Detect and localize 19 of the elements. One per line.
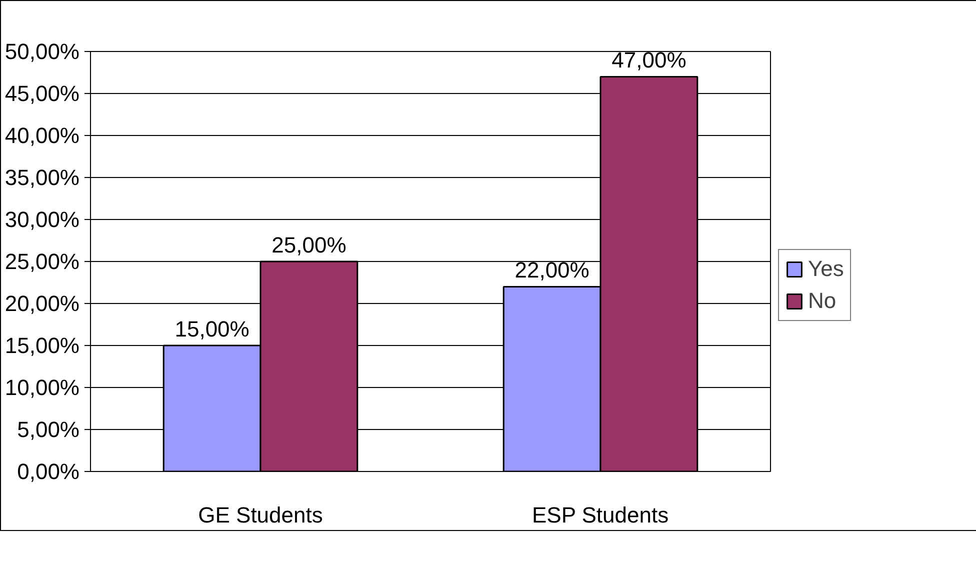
x-tick-label: GE Students <box>198 502 323 528</box>
y-tick-label: 40,00% <box>4 123 80 148</box>
y-tick-label: 25,00% <box>4 249 80 274</box>
data-label: 22,00% <box>514 258 590 283</box>
y-tick-label: 15,00% <box>4 333 80 358</box>
x-tick-label: ESP Students <box>532 502 669 528</box>
legend-label: No <box>808 288 836 314</box>
y-tick-label: 5,00% <box>17 417 80 442</box>
y-tick-label: 50,00% <box>4 39 80 64</box>
y-tick-label: 20,00% <box>4 291 80 316</box>
y-tick-label: 45,00% <box>4 81 80 106</box>
y-tick-label: 30,00% <box>4 207 80 232</box>
data-label: 15,00% <box>174 316 250 342</box>
data-label: 25,00% <box>272 232 346 258</box>
y-tick-label: 10,00% <box>4 375 80 400</box>
data-label: 47,00% <box>612 48 686 73</box>
y-tick-label: 0,00% <box>17 459 80 484</box>
legend-label: Yes <box>808 256 844 282</box>
y-tick-label: 35,00% <box>4 165 80 190</box>
